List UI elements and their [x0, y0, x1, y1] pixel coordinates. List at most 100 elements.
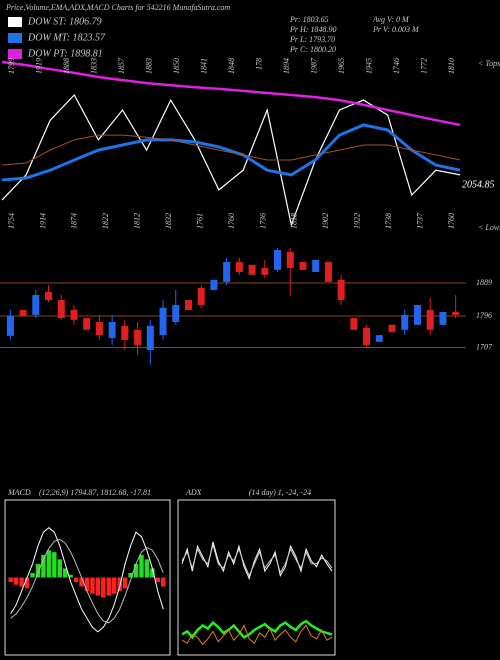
legend-label: DOW PT: 1898.81: [27, 48, 103, 59]
bottom-label: 1761: [195, 213, 204, 229]
candle-body: [172, 304, 180, 322]
candle-body: [32, 295, 40, 315]
candle-body: [45, 291, 53, 300]
bottom-label: 1812: [133, 213, 142, 229]
line-series: [1, 123, 461, 182]
lows-label: < Lows: [478, 223, 500, 232]
top-label: 1746: [392, 58, 401, 74]
legend-label: DOW MT: 1823.57: [27, 32, 106, 43]
top-label: 1850: [172, 58, 181, 74]
legend-swatch: [8, 49, 22, 59]
bottom-label: 1922: [353, 213, 362, 229]
histogram-bar: [95, 577, 101, 596]
macd-subtitle: (12,26,9) 1794.87, 1812.68, -17.81: [39, 488, 151, 497]
histogram-bar: [62, 568, 68, 578]
candle-body: [146, 325, 154, 351]
candle-body: [388, 324, 396, 332]
candle-body: [261, 268, 269, 275]
candle-body: [57, 299, 65, 319]
y-tick-label: 1796: [476, 311, 492, 320]
stat-label: Pr C: 1800.20: [289, 45, 336, 54]
candle-body: [286, 252, 294, 269]
top-label: 178: [254, 58, 263, 70]
top-label: 1848: [227, 58, 236, 74]
stat-label: Pr H: 1848.90: [289, 25, 336, 34]
y-tick-label: 1889: [476, 278, 492, 287]
bottom-label: 1818: [290, 213, 299, 229]
histogram-bar: [8, 577, 13, 583]
histogram-bar: [128, 572, 133, 578]
candle-body: [210, 279, 218, 291]
candle-body: [19, 309, 27, 316]
bottom-label: 1902: [321, 213, 330, 229]
candle-body: [197, 287, 205, 305]
histogram-bar: [144, 559, 150, 578]
line-series: [1, 60, 461, 127]
legend-swatch: [8, 33, 22, 43]
candle-body: [184, 299, 192, 310]
candle-body: [350, 318, 358, 330]
candle-body: [439, 312, 447, 325]
candle-body: [452, 312, 460, 315]
adx-subtitle: (14 day) 1, -24, -24: [249, 488, 311, 497]
histogram-bar: [68, 574, 73, 578]
histogram-bar: [57, 559, 62, 578]
top-label: 1841: [199, 58, 208, 74]
top-label: 1857: [117, 57, 126, 74]
candle-body: [6, 315, 14, 336]
line-series: [1, 134, 461, 166]
candle-body: [108, 321, 116, 338]
top-label: 1888: [62, 58, 71, 74]
candle-body: [134, 329, 142, 346]
macd-frame: [4, 499, 171, 656]
adx-frame: [177, 499, 336, 656]
histogram-bar: [41, 554, 46, 578]
candle-body: [159, 307, 167, 336]
candle-body: [426, 309, 434, 330]
line-series: [10, 538, 164, 624]
candle-body: [324, 262, 332, 282]
histogram-bar: [19, 577, 24, 587]
line-series: [10, 527, 164, 633]
bottom-label: 1832: [164, 213, 173, 229]
bottom-label: 1738: [384, 213, 393, 229]
stat-label: Pr: 1803.65: [289, 15, 329, 24]
y-tick-label: 1707: [476, 342, 493, 351]
adx-title: ADX: [185, 488, 203, 497]
candle-body: [83, 318, 91, 330]
candle-body: [223, 262, 231, 282]
candle-body: [401, 314, 409, 330]
candle-body: [274, 249, 282, 270]
top-label: 1810: [447, 58, 456, 74]
histogram-bar: [101, 577, 106, 598]
bottom-label: 1754: [7, 213, 16, 229]
histogram-bar: [30, 572, 35, 578]
top-label: 1987: [309, 57, 318, 74]
line-series: [181, 624, 333, 646]
top-label: 1799: [7, 58, 16, 74]
histogram-bar: [150, 568, 155, 578]
top-label: 1883: [144, 58, 153, 74]
candle-body: [70, 309, 78, 320]
histogram-bar: [155, 577, 161, 583]
histogram-bar: [90, 577, 95, 594]
stat-label: Avg V: 0 M: [372, 15, 410, 24]
histogram-bar: [35, 563, 41, 578]
tops-label: < Tops: [478, 59, 500, 68]
histogram-bar: [122, 577, 128, 589]
candle-body: [363, 328, 371, 346]
stat-label: Pr V: 0.003 M: [372, 25, 420, 34]
top-label: 1772: [419, 58, 428, 74]
candle-body: [248, 264, 256, 275]
histogram-bar: [139, 554, 144, 578]
stat-label: Pr L: 1793.70: [289, 35, 335, 44]
top-label: 1894: [282, 58, 291, 74]
line-series: [181, 619, 333, 640]
histogram-bar: [112, 577, 117, 594]
macd-title: MACD: [7, 488, 31, 497]
histogram-bar: [73, 577, 79, 583]
top-label: 1919: [34, 58, 43, 74]
histogram-bar: [79, 577, 84, 587]
top-label: 1965: [337, 58, 346, 74]
